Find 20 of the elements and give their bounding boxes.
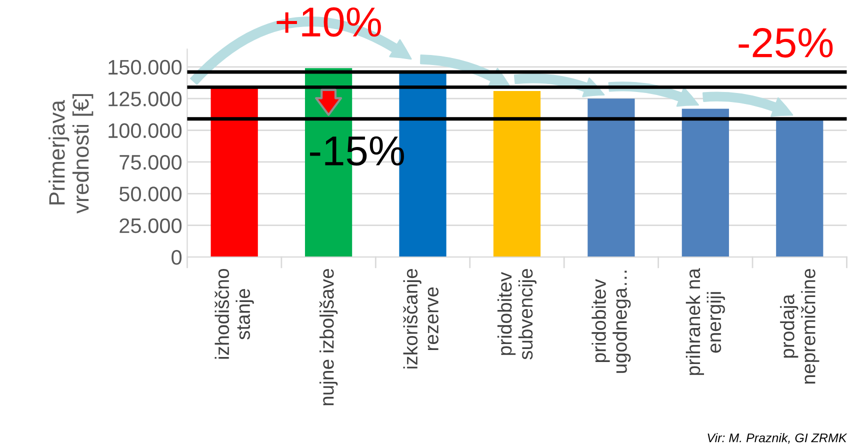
y-tick-label: 125.000: [108, 92, 182, 106]
annotation: -25%: [738, 28, 833, 58]
x-tick-label: prodaja nepremičnine: [780, 268, 820, 384]
x-tick-label: pridobitev ugodnega…: [592, 270, 631, 373]
x-tick-label: pridobitev subvencije: [497, 268, 537, 360]
bar: [776, 118, 824, 258]
text: Vir: M. Praznik, GI ZRMK: [708, 433, 848, 444]
y-axis-title: Primerjava vrednosti [€]: [48, 94, 94, 214]
y-tick-label: 25.000: [120, 218, 182, 234]
y-tick-label: 75.000: [120, 154, 182, 170]
y-tick-label: 100.000: [108, 123, 182, 138]
text: +10%: [276, 7, 381, 37]
x-tick-label: prihranek na energiji: [686, 268, 725, 375]
y-tick-label: 0: [172, 250, 182, 265]
x-tick-label: izhodiščno stanje: [214, 268, 254, 359]
x-tick-label: nujne izboljšave: [319, 268, 338, 406]
bar: [210, 88, 258, 258]
y-tick-label: 150.000: [108, 60, 182, 75]
x-tick-label: izkoriščanje rezerve: [403, 268, 438, 368]
y-tick-label: 50.000: [119, 186, 182, 202]
